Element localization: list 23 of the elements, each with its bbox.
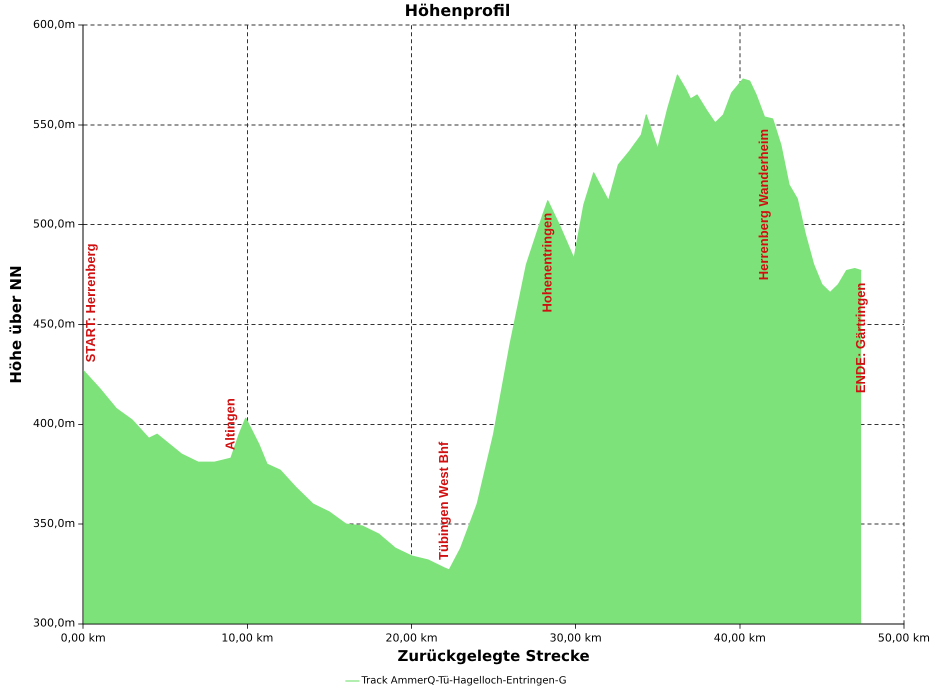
y-axis-title: Höhe über NN bbox=[6, 265, 25, 384]
y-tick-label: 600,0m bbox=[32, 18, 76, 32]
x-tick-label: 30,00 km bbox=[550, 631, 602, 644]
annotation: Tübingen West Bhf bbox=[436, 441, 451, 560]
y-tick-label: 500,0m bbox=[32, 218, 76, 231]
x-tick-label: 50,00 km bbox=[878, 631, 930, 644]
chart-title: Höhenprofil bbox=[404, 0, 510, 20]
annotation: Altingen bbox=[222, 398, 238, 450]
x-tick-label: 0,00 km bbox=[60, 631, 106, 644]
legend-label: Track AmmerQ-Tü-Hagelloch-Entringen-G bbox=[360, 676, 567, 687]
y-tick-label: 350,0m bbox=[32, 516, 76, 530]
annotation: Hohenentringen bbox=[539, 212, 554, 312]
annotation: START: Herrenberg bbox=[82, 243, 98, 362]
y-tick-label: 450,0m bbox=[32, 317, 76, 330]
x-tick-label: 20,00 km bbox=[385, 631, 438, 644]
annotation: ENDE: Gärtringen bbox=[852, 282, 868, 394]
x-axis-title: Zurückgelegte Strecke bbox=[397, 646, 590, 665]
y-tick-label: 300,0m bbox=[32, 616, 76, 630]
x-tick-label: 10,00 km bbox=[221, 631, 274, 644]
y-tick-label: 400,0m bbox=[32, 417, 76, 430]
y-tick-label: 550,0m bbox=[32, 118, 76, 131]
annotation: Herrenberg Wanderheim bbox=[756, 128, 772, 280]
x-tick-label: 40,00 km bbox=[714, 631, 766, 644]
